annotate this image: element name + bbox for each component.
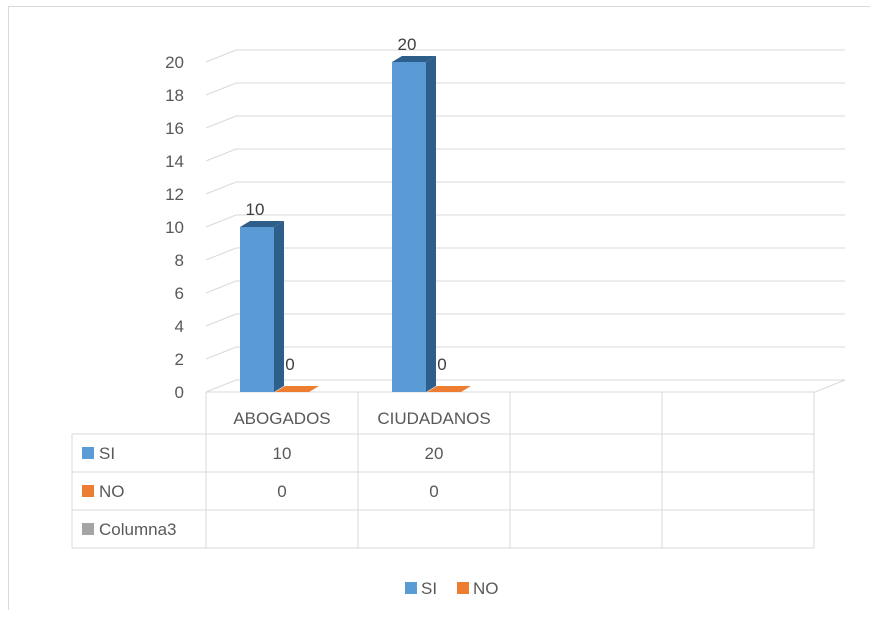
legend-label: NO — [473, 579, 499, 598]
y-tick-label: 6 — [175, 284, 184, 303]
bar-top — [392, 56, 436, 62]
y-tick-label: 0 — [175, 383, 184, 402]
y-tick-label: 4 — [175, 317, 184, 336]
legend-key — [457, 582, 469, 594]
gridline — [205, 247, 845, 261]
gridline — [205, 148, 845, 162]
bar-side — [274, 221, 284, 392]
gridline — [205, 181, 845, 195]
gridline — [205, 82, 845, 96]
gridline — [205, 49, 845, 63]
table-cell-value: 10 — [273, 444, 292, 463]
data-label: 0 — [285, 355, 294, 374]
bar-side — [426, 56, 436, 392]
category-label: ABOGADOS — [233, 409, 330, 428]
y-tick-label: 18 — [165, 86, 184, 105]
table-legend-key — [82, 523, 94, 535]
gridline — [205, 115, 845, 129]
y-tick-label: 12 — [165, 185, 184, 204]
y-tick-label: 8 — [175, 251, 184, 270]
table-legend-key — [82, 447, 94, 459]
bar-no — [427, 386, 471, 392]
y-tick-label: 16 — [165, 119, 184, 138]
table-cell-value: 0 — [277, 482, 286, 501]
bar-top — [240, 221, 284, 227]
bar-no — [275, 386, 319, 392]
gridline — [205, 313, 845, 327]
category-label: CIUDADANOS — [377, 409, 490, 428]
chart-frame — [8, 6, 870, 610]
bar-si — [392, 62, 426, 392]
table-row-label: SI — [99, 444, 115, 463]
bar-si — [240, 227, 274, 392]
table-cell-value: 0 — [429, 482, 438, 501]
data-label: 20 — [398, 35, 417, 54]
y-tick-label: 2 — [175, 350, 184, 369]
y-tick-label: 20 — [165, 53, 184, 72]
gridline — [205, 214, 845, 228]
legend-key — [405, 582, 417, 594]
chart-floor — [205, 379, 846, 393]
table-row-label: Columna3 — [99, 520, 177, 539]
table-row-label: NO — [99, 482, 125, 501]
table-legend-key — [82, 485, 94, 497]
data-label: 10 — [246, 200, 265, 219]
gridline — [205, 280, 845, 294]
y-tick-label: 14 — [165, 152, 184, 171]
table-cell-value: 20 — [425, 444, 444, 463]
data-label: 0 — [437, 355, 446, 374]
legend-label: SI — [421, 579, 437, 598]
gridline — [205, 346, 845, 360]
y-tick-label: 10 — [165, 218, 184, 237]
